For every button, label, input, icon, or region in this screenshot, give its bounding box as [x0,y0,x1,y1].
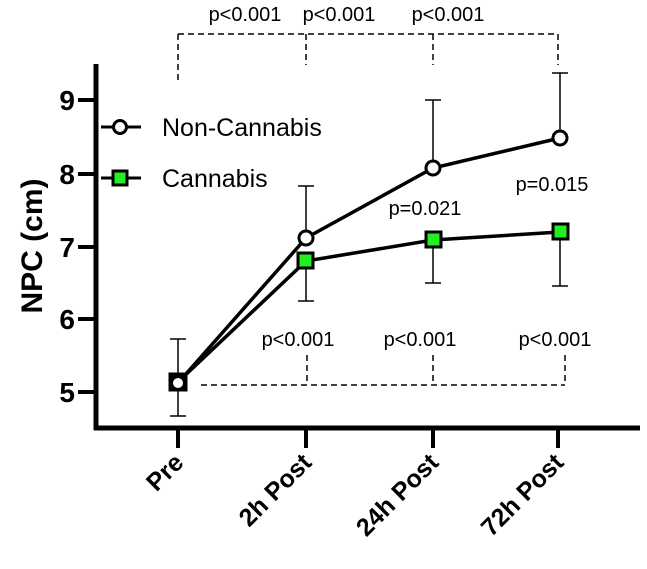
x-tick-label-pre: Pre [141,448,189,496]
legend-item-non-cannabis: Non-Cannabis [101,114,322,142]
top-significance-bracket [177,33,559,83]
green-square-icon [111,169,129,187]
y-ticks [78,98,96,394]
y-tick-label: 6 [59,304,75,335]
square-marker [551,222,570,241]
p-value-label: p<0.001 [384,329,457,351]
legend-item-cannabis: Cannabis [101,165,268,193]
bottom-p-values: p<0.001 p<0.001 p<0.001 [262,329,592,351]
circle-marker [170,375,186,391]
open-circle-icon [112,119,128,135]
bottom-significance-bracket [201,355,566,386]
between-group-p-values: p=0.021 p=0.015 [389,174,589,220]
y-tick-labels: 9 8 7 6 5 [59,85,75,408]
p-value-label: p<0.001 [412,4,485,26]
x-tick-label-72h: 72h Post [476,448,570,542]
markers-non-cannabis [170,129,569,391]
y-axis-label: NPC (cm) [16,178,49,313]
circle-marker [297,229,315,247]
circle-marker [551,129,569,147]
y-tick-label: 9 [59,85,75,116]
square-marker [424,230,443,249]
p-value-label: p=0.015 [516,174,589,196]
p-value-label: p<0.001 [209,4,282,26]
x-tick-label-2h: 2h Post [234,448,318,532]
p-value-label: p<0.001 [262,329,335,351]
circle-marker [424,159,442,177]
p-value-label: p<0.001 [303,4,376,26]
legend: Non-Cannabis Cannabis [101,114,322,193]
line-non-cannabis [176,136,561,385]
square-marker [296,251,315,270]
line-cannabis [176,230,561,384]
x-ticks [176,428,560,448]
x-tick-label-24h: 24h Post [351,448,445,542]
legend-label: Non-Cannabis [162,114,322,142]
y-tick-label: 5 [59,377,75,408]
legend-label: Cannabis [162,165,268,193]
y-tick-label: 8 [59,159,75,190]
y-tick-label: 7 [59,232,75,263]
p-value-label: p<0.001 [519,329,592,351]
p-value-label: p=0.021 [389,198,462,220]
top-p-values: p<0.001 p<0.001 p<0.001 [209,4,485,26]
x-tick-labels: Pre 2h Post 24h Post 72h Post [141,448,570,542]
